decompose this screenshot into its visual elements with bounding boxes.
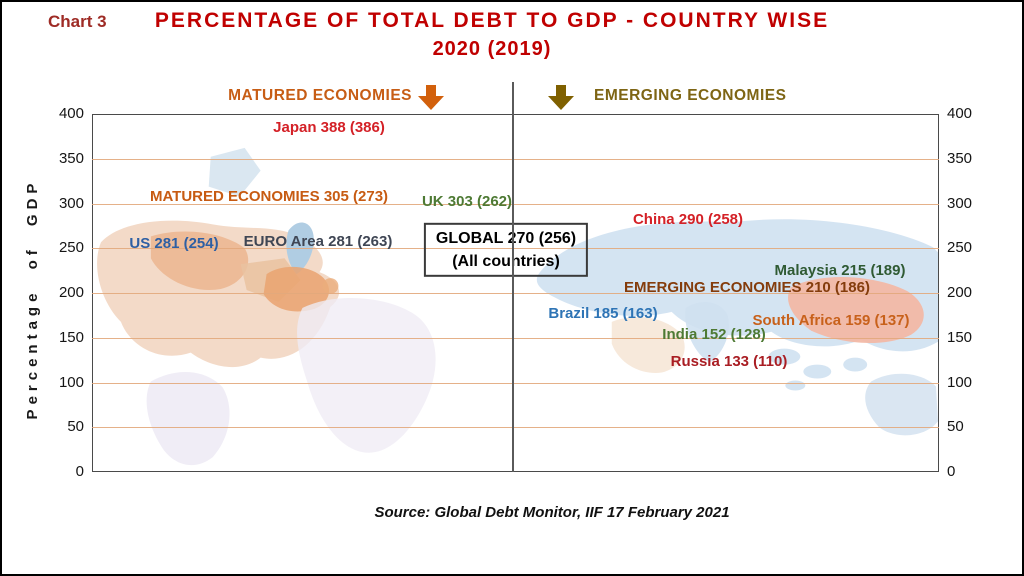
data-label-japan: Japan 388 (386) [273,118,385,136]
data-label-us: US 281 (254) [129,234,219,252]
data-label-global: GLOBAL 270 (256) (All countries) [423,222,589,278]
chart-subtitle-year: 2020 (2019) [432,38,552,60]
y-tick-right-300: 300 [947,194,973,212]
down-arrow-icon [548,85,574,110]
data-label-euro-area: EURO Area 281 (263) [243,232,393,250]
y-tick-right-200: 200 [947,284,973,301]
y-tick-right-0: 0 [947,463,956,480]
gridline-350 [92,158,939,160]
y-tick-right-250: 250 [947,239,973,257]
data-label-uk: UK 303 (262) [421,192,513,210]
y-tick-right-50: 50 [947,418,964,436]
data-label-emerging-economies: EMERGING ECONOMIES 210 (186) [624,278,870,296]
data-label-south-africa: South Africa 159 (137) [752,311,910,329]
y-tick-left-50: 50 [67,418,84,436]
data-label-russia: Russia 133 (110) [670,352,788,370]
section-divider-line [512,82,514,472]
data-label-brazil: Brazil 185 (163) [548,304,658,322]
y-tick-right-400: 400 [947,105,973,122]
y-tick-left-350: 350 [58,149,84,167]
y-tick-right-150: 150 [947,328,973,346]
gridline-200 [92,293,939,294]
emerging-economies-header: EMERGING ECONOMIES [594,87,787,104]
y-tick-right-350: 350 [947,149,973,167]
gridline-250 [92,248,939,250]
gridline-150 [92,337,939,339]
y-tick-left-250: 250 [58,239,84,257]
y-tick-left-300: 300 [58,194,84,212]
source-note: Source: Global Debt Monitor, IIF 17 Febr… [374,504,730,521]
data-label-india: India 152 (128) [662,325,766,343]
y-tick-left-0: 0 [75,463,84,480]
gridline-50 [92,427,939,429]
y-tick-left-400: 400 [58,105,84,122]
data-label-matured-economies: MATURED ECONOMIES 305 (273) [149,187,389,205]
world-map-background [97,147,938,466]
y-tick-left-100: 100 [58,373,84,391]
matured-economies-header: MATURED ECONOMIES [228,87,412,104]
chart-number-label: Chart 3 [48,12,107,31]
y-tick-right-100: 100 [947,373,973,391]
gridline-300 [92,203,939,205]
y-tick-left-150: 150 [58,328,84,346]
gridline-100 [92,382,939,384]
down-arrow-icon [418,85,444,110]
chart-title: PERCENTAGE OF TOTAL DEBT TO GDP - COUNTR… [154,9,830,32]
y-tick-left-200: 200 [58,284,84,301]
data-label-china: China 290 (258) [632,210,744,228]
data-label-malaysia: Malaysia 215 (189) [774,261,906,279]
